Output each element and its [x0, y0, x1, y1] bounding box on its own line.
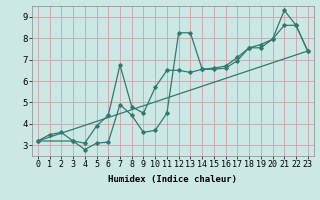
X-axis label: Humidex (Indice chaleur): Humidex (Indice chaleur) — [108, 175, 237, 184]
